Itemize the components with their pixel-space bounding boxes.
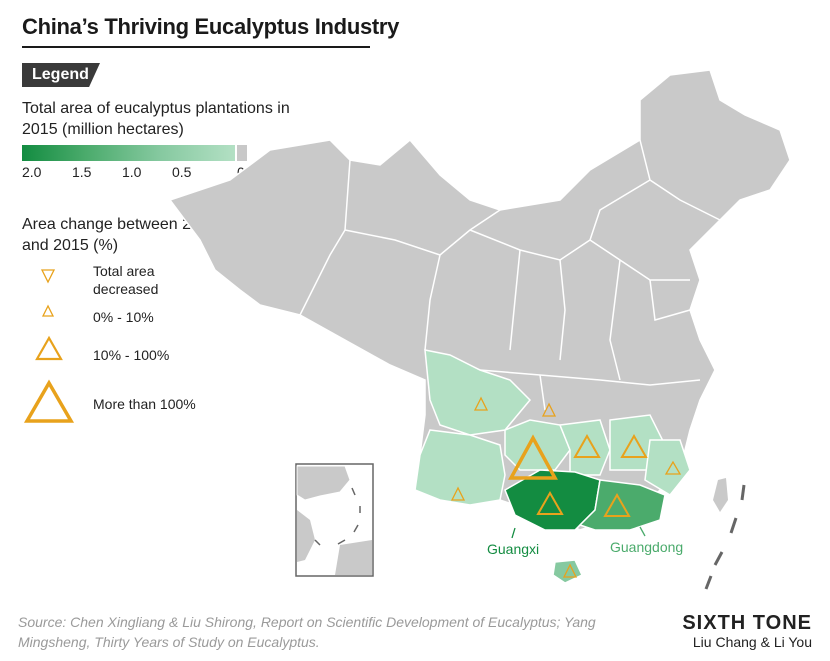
zero-swatch: [237, 145, 247, 161]
yunnan-triangle-icon: [450, 486, 466, 501]
symbol-label-decreased: Total area decreased: [93, 263, 159, 297]
hunan-triangle-icon: [573, 433, 601, 458]
taiwan-region: [713, 478, 728, 512]
inset-borneo: [335, 540, 372, 575]
legend-tag: Legend: [22, 63, 100, 87]
symbol-label-medium: 10% - 100%: [93, 347, 170, 363]
guangdong-leader-line: [639, 526, 646, 537]
tick-0-5: 0.5: [172, 164, 192, 180]
large-triangle-icon: [23, 379, 75, 423]
inset-dash-line: [314, 487, 361, 546]
small-triangle-icon: [41, 304, 55, 317]
guangdong-label: Guangdong: [610, 539, 684, 555]
hainan-triangle-icon: [562, 563, 578, 578]
chart-title: China’s Thriving Eucalyptus Industry: [22, 14, 400, 39]
legend-area-label: Total area of eucalyptus plantations in …: [22, 100, 290, 138]
symbol-label-small: 0% - 10%: [93, 309, 154, 325]
chongqing-triangle-icon: [541, 402, 557, 417]
sichuan-triangle-icon: [473, 396, 489, 411]
dash-line-marks: [704, 484, 746, 590]
guangxi-label: Guangxi: [487, 541, 540, 557]
guangdong-triangle-icon: [603, 492, 631, 517]
hainan-region: [552, 559, 583, 584]
fujian-region: [644, 439, 691, 496]
hunan-region: [558, 419, 611, 476]
guangxi-leader-line: [511, 527, 516, 539]
tick-1-5: 1.5: [72, 164, 92, 180]
sixth-tone-logo: SIXTH TONE: [682, 612, 812, 634]
guangxi-triangle-icon: [536, 490, 564, 515]
inset-mainland: [296, 465, 351, 501]
yunnan-region: [414, 429, 506, 506]
source-note: Source: Chen Xingliang & Liu Shirong, Re…: [18, 614, 596, 650]
inset-landmass: [297, 510, 315, 562]
decreased-triangle-icon: [40, 269, 56, 284]
medium-triangle-icon: [35, 335, 63, 361]
tick-2-0: 2.0: [22, 164, 42, 180]
legend-change-label: Area change between 2010 and 2015 (%): [22, 216, 218, 254]
tick-1-0: 1.0: [122, 164, 142, 180]
fujian-triangle-icon: [664, 460, 682, 475]
guizhou-triangle-icon: [508, 434, 558, 480]
sichuan-region: [424, 349, 532, 436]
byline: Liu Chang & Li You: [692, 634, 812, 650]
area-gradient-scale: [22, 145, 235, 161]
title-underline: [22, 46, 370, 48]
jiangxi-triangle-icon: [620, 433, 648, 458]
symbol-label-large: More than 100%: [93, 396, 196, 412]
